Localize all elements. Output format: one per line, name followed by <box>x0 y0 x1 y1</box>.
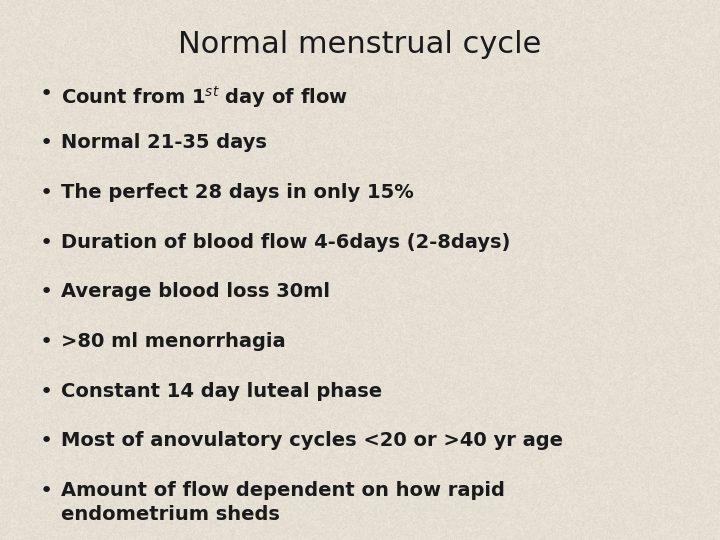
Text: •: • <box>40 332 53 352</box>
Text: •: • <box>40 282 53 302</box>
Text: •: • <box>40 382 53 402</box>
Text: •: • <box>40 431 53 451</box>
Text: •: • <box>40 183 53 203</box>
Text: Constant 14 day luteal phase: Constant 14 day luteal phase <box>61 382 382 401</box>
Text: Count from 1$^{st}$ day of flow: Count from 1$^{st}$ day of flow <box>61 84 348 110</box>
Text: •: • <box>40 233 53 253</box>
Text: Duration of blood flow 4-6days (2-8days): Duration of blood flow 4-6days (2-8days) <box>61 233 510 252</box>
Text: •: • <box>40 481 53 501</box>
Text: The perfect 28 days in only 15%: The perfect 28 days in only 15% <box>61 183 414 202</box>
Text: Normal 21-35 days: Normal 21-35 days <box>61 133 267 152</box>
Text: >80 ml menorrhagia: >80 ml menorrhagia <box>61 332 286 351</box>
Text: •: • <box>40 84 53 104</box>
Text: Amount of flow dependent on how rapid
endometrium sheds: Amount of flow dependent on how rapid en… <box>61 481 505 524</box>
Text: •: • <box>40 133 53 153</box>
Text: Most of anovulatory cycles <20 or >40 yr age: Most of anovulatory cycles <20 or >40 yr… <box>61 431 563 450</box>
Text: Normal menstrual cycle: Normal menstrual cycle <box>179 30 541 59</box>
Text: Average blood loss 30ml: Average blood loss 30ml <box>61 282 330 301</box>
